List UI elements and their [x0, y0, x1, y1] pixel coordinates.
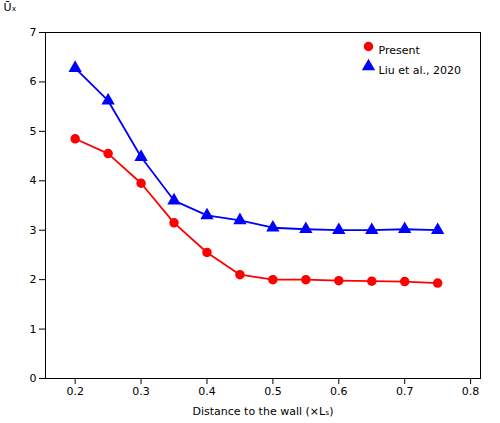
- svg-text:4: 4: [30, 174, 37, 187]
- svg-text:0.3: 0.3: [132, 385, 150, 398]
- svg-text:0.6: 0.6: [330, 385, 348, 398]
- svg-text:7: 7: [30, 26, 37, 39]
- svg-text:Distance to the wall (×Lₛ): Distance to the wall (×Lₛ): [192, 405, 333, 418]
- svg-text:0.5: 0.5: [264, 385, 282, 398]
- svg-text:Liu et al., 2020: Liu et al., 2020: [379, 64, 462, 77]
- svg-text:0.2: 0.2: [66, 385, 84, 398]
- svg-text:Ūₓ: Ūₓ: [4, 1, 17, 14]
- svg-text:0: 0: [30, 372, 37, 385]
- svg-text:0.8: 0.8: [462, 385, 480, 398]
- svg-text:5: 5: [30, 125, 37, 138]
- svg-text:Present: Present: [379, 44, 421, 57]
- svg-text:1: 1: [30, 323, 37, 336]
- svg-text:0.7: 0.7: [396, 385, 414, 398]
- svg-text:2: 2: [30, 273, 37, 286]
- svg-text:3: 3: [30, 224, 37, 237]
- svg-text:0.4: 0.4: [198, 385, 216, 398]
- svg-text:6: 6: [30, 75, 37, 88]
